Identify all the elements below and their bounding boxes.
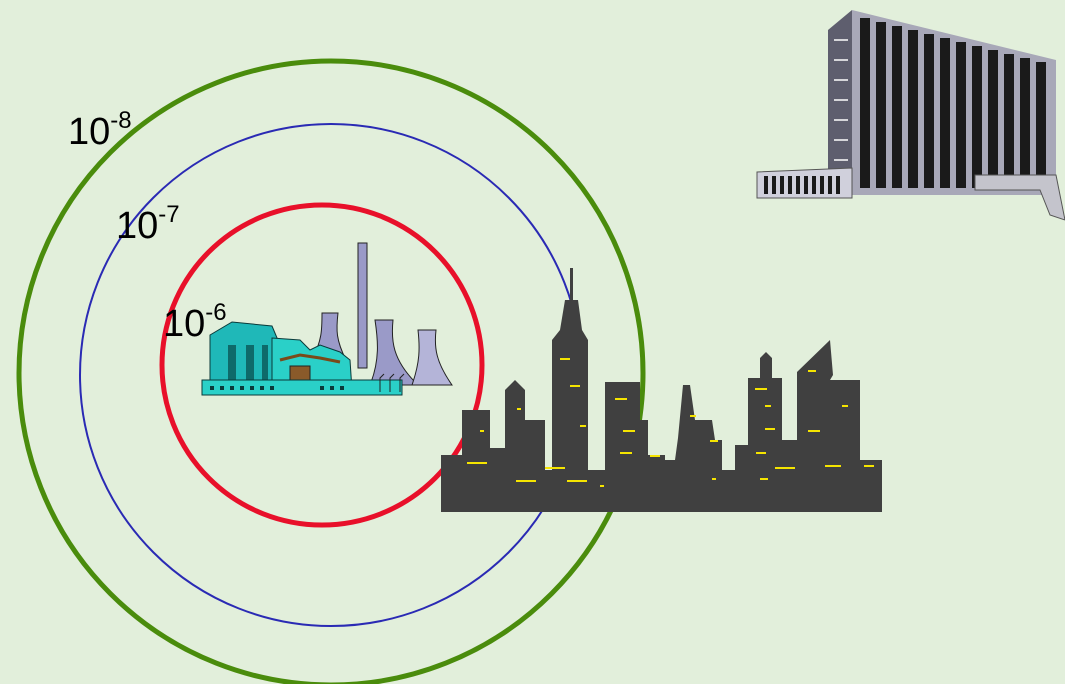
label-outer-base: 10	[68, 111, 111, 153]
inner-risk-contour	[159, 202, 485, 528]
label-outer-contour: 10-8	[68, 109, 132, 153]
label-outer-exponent: -8	[110, 107, 132, 134]
label-middle-exponent: -7	[158, 201, 180, 228]
label-middle-contour: 10-7	[116, 203, 180, 247]
label-inner-exponent: -6	[205, 299, 227, 326]
power-plant-icon	[201, 242, 453, 396]
label-inner-contour: 10-6	[163, 301, 227, 345]
city-skyline-icon	[441, 268, 882, 512]
outer-risk-contour	[16, 58, 646, 684]
label-middle-base: 10	[116, 205, 159, 247]
label-inner-base: 10	[163, 303, 206, 345]
office-building-icon	[756, 10, 1065, 221]
